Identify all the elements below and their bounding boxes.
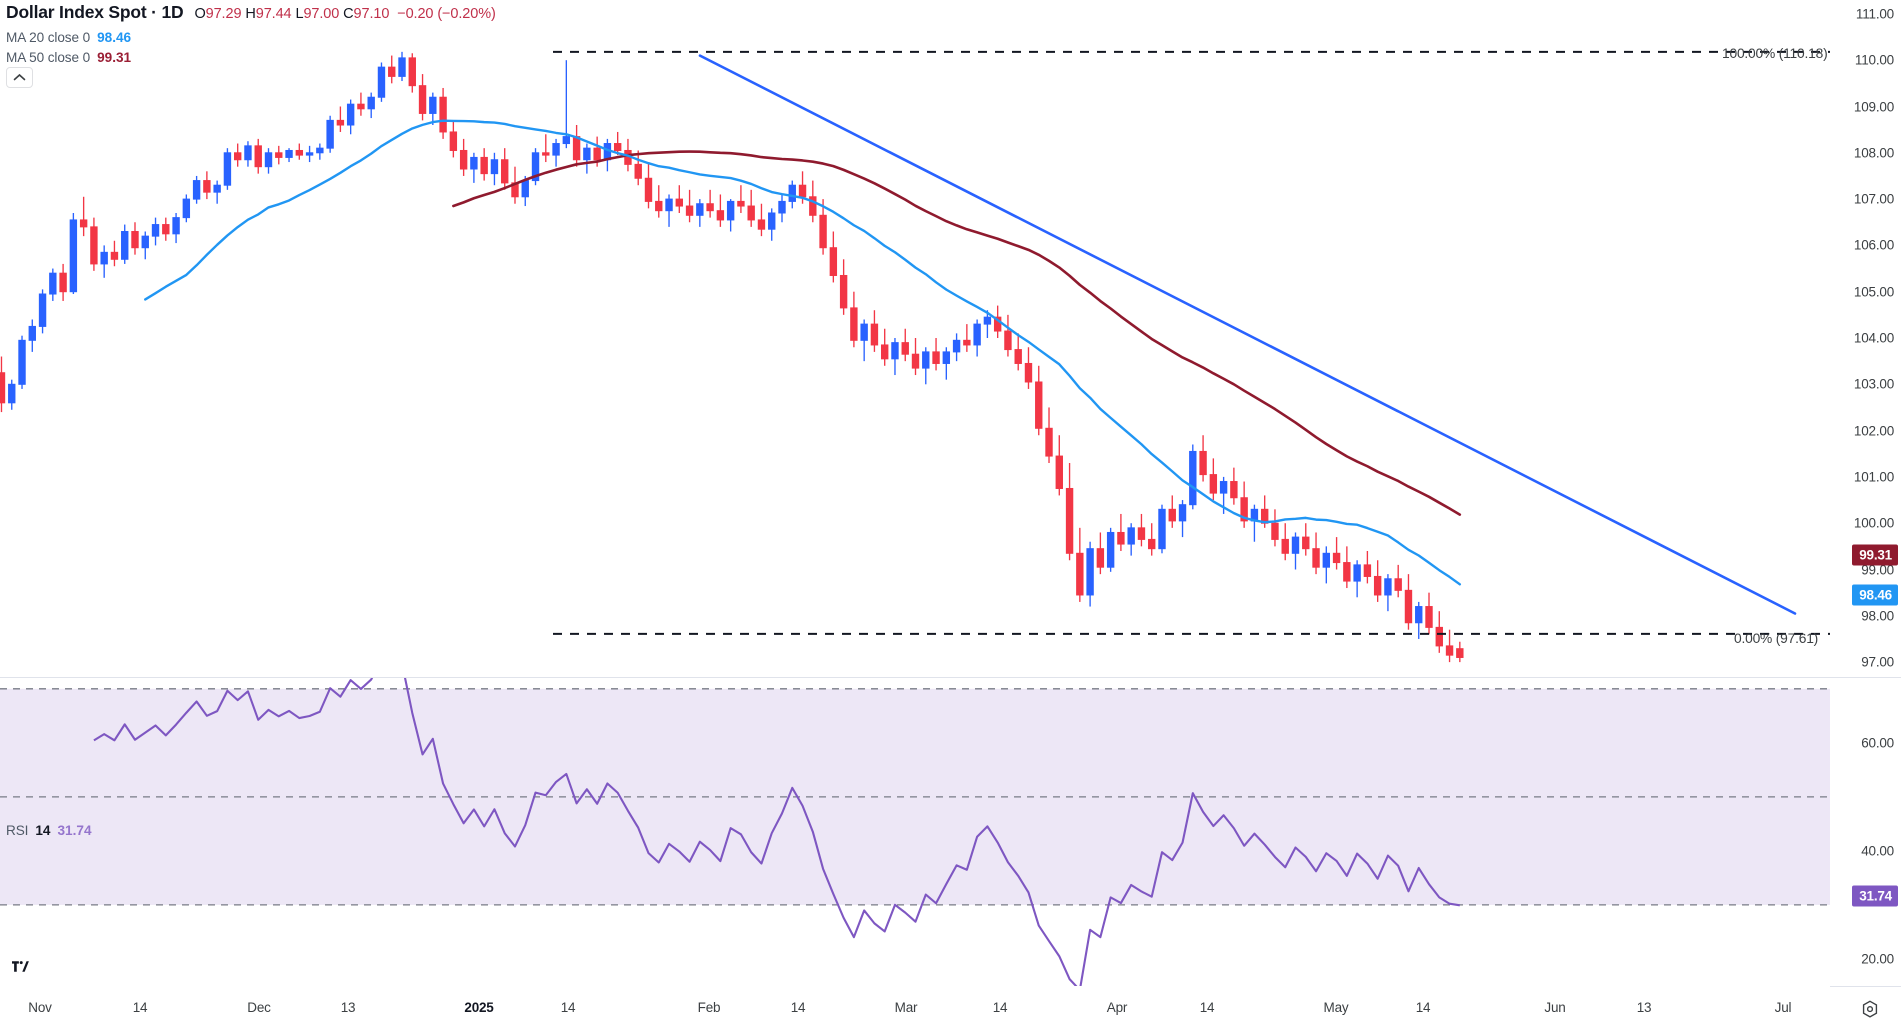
price-tick: 111.00 (1855, 6, 1894, 22)
symbol-title: Dollar Index Spot · 1D (6, 2, 184, 22)
time-tick: May (1323, 1000, 1349, 1015)
ma20-label: MA 20 close 0 (6, 29, 91, 45)
rsi-legend[interactable]: RSI 14 31.74 (6, 824, 92, 838)
scale-divider (1830, 986, 1901, 987)
close-value: 97.10 (353, 6, 390, 22)
time-tick: Dec (247, 1000, 271, 1015)
time-tick: Apr (1106, 1000, 1128, 1015)
fib-bottom-label: 0.00% (97.61) (1734, 631, 1819, 646)
high-label: H (241, 6, 256, 22)
low-label: L (291, 6, 304, 22)
open-value: 97.29 (205, 6, 242, 22)
pane-divider (0, 677, 1901, 678)
ma50-price-badge[interactable]: 99.31 (1852, 544, 1898, 566)
time-tick: 14 (1415, 1000, 1431, 1015)
price-tick: 106.00 (1853, 237, 1894, 253)
time-tick: Nov (28, 1000, 52, 1015)
time-tick: Jun (1544, 1000, 1566, 1015)
rsi-value-badge[interactable]: 31.74 (1852, 885, 1898, 906)
fib-top-label: 100.00% (110.18) (1722, 46, 1828, 61)
price-tick: 102.00 (1853, 423, 1894, 439)
high-value: 97.44 (255, 6, 292, 22)
price-tick: 103.00 (1853, 376, 1894, 392)
open-label: O (194, 6, 206, 22)
rsi-value: 31.74 (57, 823, 92, 838)
legend-ma20-row[interactable]: MA 20 close 0 98.46 (6, 29, 496, 45)
price-tick: 98.00 (1861, 608, 1894, 624)
price-tick: 101.00 (1853, 469, 1894, 485)
rsi-tick: 20.00 (1861, 951, 1894, 967)
time-tick: 2025 (464, 1000, 494, 1015)
price-tick: 109.00 (1853, 99, 1894, 114)
price-tick: 105.00 (1853, 284, 1894, 300)
settings-gear-icon[interactable] (1859, 999, 1881, 1021)
time-tick: 14 (992, 1000, 1008, 1015)
ma50-label: MA 50 close 0 (6, 50, 91, 66)
rsi-tick: 60.00 (1861, 735, 1894, 751)
time-tick: Feb (697, 1000, 721, 1015)
rsi-tick: 40.00 (1861, 843, 1894, 859)
price-tick: 100.00 (1853, 515, 1894, 531)
rsi-label: RSI (6, 823, 29, 838)
time-tick: 13 (1636, 1000, 1652, 1015)
tradingview-logo-icon (12, 961, 29, 972)
price-tick: 104.00 (1853, 330, 1894, 346)
ma20-price-badge[interactable]: 98.46 (1852, 584, 1898, 605)
rsi-period: 14 (35, 823, 51, 838)
legend-ma50-row[interactable]: MA 50 close 0 99.31 (6, 51, 496, 65)
low-value: 97.00 (303, 6, 340, 22)
legend-symbol-row: Dollar Index Spot · 1D O97.29 H97.44 L97… (6, 2, 496, 22)
tradingview-logo[interactable] (8, 953, 35, 980)
time-tick: 14 (560, 1000, 576, 1015)
ohlc-values: O97.29 H97.44 L97.00 C97.10 −0.20 (−0.20… (194, 7, 495, 22)
chart-legend: Dollar Index Spot · 1D O97.29 H97.44 L97… (6, 2, 496, 88)
price-tick: 97.00 (1861, 654, 1894, 670)
price-tick: 99.00 (1861, 562, 1894, 577)
price-chart-pane[interactable] (0, 0, 1830, 676)
price-tick: 108.00 (1853, 145, 1894, 161)
time-tick: 14 (1199, 1000, 1215, 1015)
time-scale[interactable]: Nov 14 Dec 13 2025 14 Feb 14 Mar 14 Apr 14 May 14 Jun 1… (0, 987, 1901, 1032)
time-tick: 13 (340, 1000, 356, 1015)
time-tick: Jul (1774, 1000, 1792, 1015)
rsi-indicator-pane[interactable] (0, 678, 1830, 986)
close-label: C (339, 6, 354, 22)
change-text: −0.20 (−0.20%) (397, 6, 496, 22)
time-tick: Mar (894, 1000, 918, 1015)
price-scale[interactable]: 111.00 110.00 109.00 108.00 107.00 106.00 105.… (1830, 0, 1901, 986)
chevron-up-icon (13, 73, 26, 80)
collapse-legend-button[interactable] (6, 66, 33, 88)
ma50-value: 99.31 (97, 50, 132, 66)
time-tick: 14 (790, 1000, 806, 1015)
time-tick: 14 (132, 1000, 148, 1015)
ma20-value: 98.46 (97, 29, 132, 45)
price-tick: 107.00 (1853, 191, 1894, 207)
price-tick: 110.00 (1854, 52, 1894, 68)
